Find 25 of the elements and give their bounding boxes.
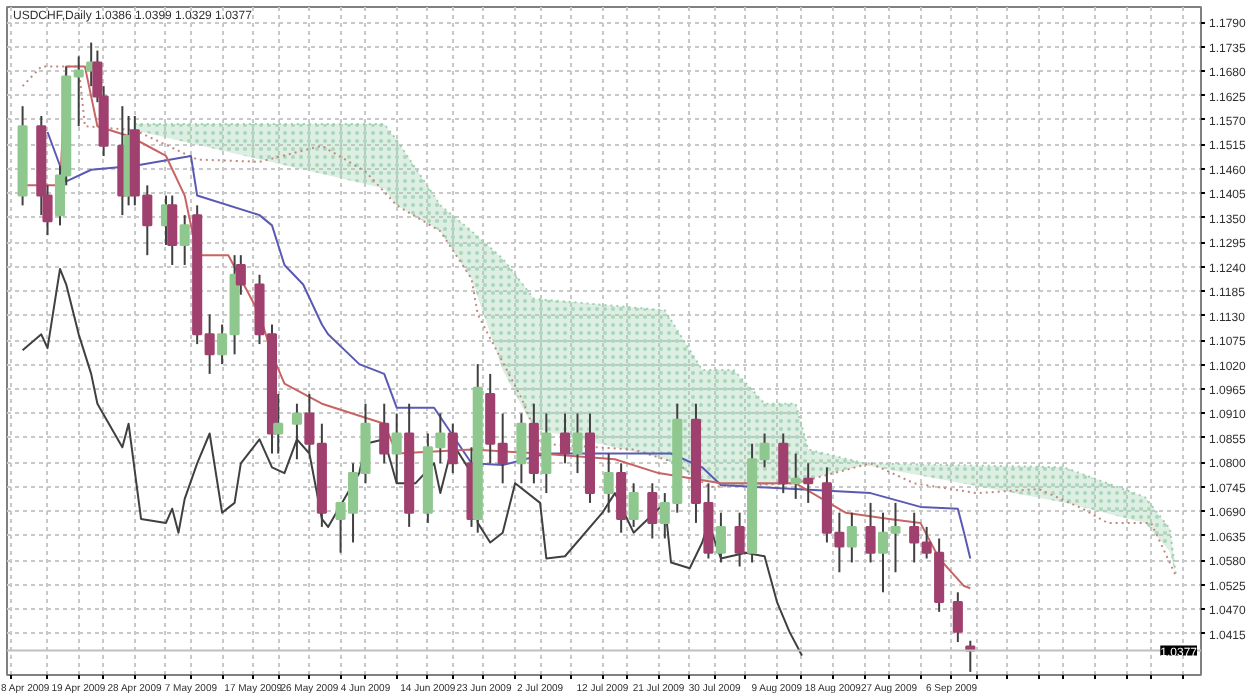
candlestick bbox=[273, 392, 284, 455]
candlestick bbox=[865, 501, 876, 564]
candlestick bbox=[715, 511, 726, 564]
candlestick bbox=[778, 432, 789, 495]
candlestick bbox=[167, 194, 178, 266]
candlestick bbox=[541, 412, 552, 495]
candlestick bbox=[846, 511, 857, 564]
candlestick bbox=[603, 452, 614, 514]
candlestick bbox=[291, 402, 302, 461]
candlestick bbox=[616, 462, 627, 534]
line-series bbox=[21, 267, 803, 657]
candlestick bbox=[647, 482, 658, 540]
candlestick bbox=[379, 402, 390, 465]
candlestick bbox=[952, 591, 963, 644]
candlestick bbox=[572, 412, 583, 475]
candlestick bbox=[447, 422, 458, 475]
candlestick bbox=[628, 482, 639, 528]
candlestick bbox=[516, 412, 527, 485]
line-series bbox=[21, 65, 1178, 578]
candlestick bbox=[179, 214, 190, 266]
candlestick bbox=[734, 511, 745, 568]
candlestick bbox=[803, 462, 814, 504]
candlestick bbox=[559, 412, 571, 465]
candlestick bbox=[790, 452, 801, 500]
candlestick bbox=[391, 412, 402, 485]
